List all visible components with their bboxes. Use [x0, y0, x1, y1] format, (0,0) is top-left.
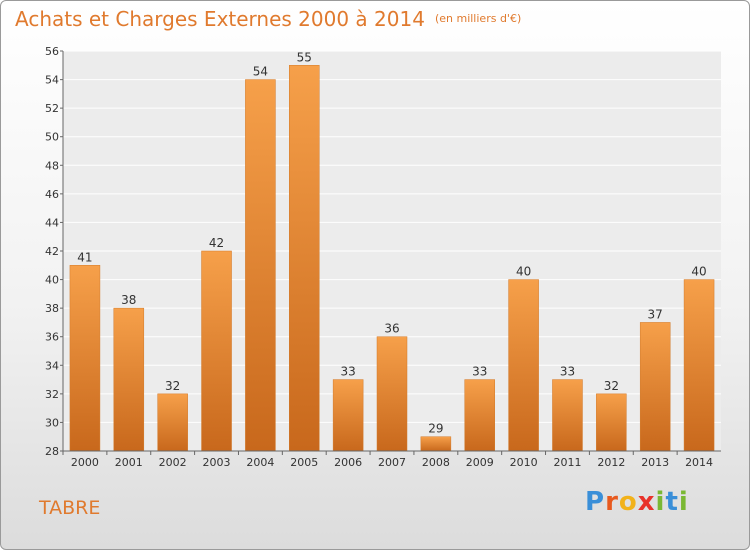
commune-name: TABRE [39, 497, 101, 519]
logo-letter: i [655, 487, 666, 517]
y-tick-label: 48 [45, 159, 59, 172]
y-tick-label: 36 [45, 331, 59, 344]
bar-2006 [332, 379, 364, 452]
value-label: 42 [209, 236, 224, 250]
bar-2003 [201, 250, 232, 452]
y-tick-label: 42 [45, 245, 59, 258]
x-tick-label: 2009 [466, 456, 494, 469]
y-tick-label: 50 [45, 131, 59, 144]
y-tick-label: 56 [45, 45, 59, 58]
logo-letter: x [637, 487, 656, 517]
value-label: 36 [384, 322, 399, 336]
axes: 28 30 32 34 36 38 40 42 44 46 48 50 52 54 56 2000 2001 20… [45, 45, 721, 469]
logo-letter: o [618, 487, 638, 517]
bar-2011 [552, 379, 583, 452]
bar-2014 [683, 279, 715, 452]
chart-title: Achats et Charges Externes 2000 à 2014 (e… [15, 7, 521, 31]
x-tick-label: 2006 [334, 456, 362, 469]
x-tick-label: 2005 [290, 456, 318, 469]
bar-2010 [508, 279, 539, 452]
x-tick-label: 2002 [159, 456, 187, 469]
y-tick-label: 52 [45, 102, 59, 115]
value-label: 33 [560, 365, 575, 379]
value-label: 40 [516, 265, 531, 279]
value-label: 32 [165, 379, 180, 393]
value-label: 33 [340, 365, 355, 379]
value-label: 54 [253, 65, 268, 79]
y-tick-label: 46 [45, 188, 59, 201]
value-label: 55 [297, 50, 312, 64]
x-tick-label: 2012 [597, 456, 625, 469]
bars [69, 65, 715, 452]
x-tick-label: 2010 [510, 456, 538, 469]
x-tick-label: 2007 [378, 456, 406, 469]
bar-2009 [464, 379, 495, 452]
y-tick-label: 40 [45, 274, 59, 287]
logo-letter: P [585, 487, 606, 517]
y-tick-label: 38 [45, 302, 59, 315]
bar-2002 [157, 393, 188, 452]
value-label: 33 [472, 365, 487, 379]
y-tick-label: 32 [45, 388, 59, 401]
value-label: 40 [691, 265, 706, 279]
x-tick-label: 2004 [246, 456, 274, 469]
bar-2008 [420, 436, 452, 452]
value-label: 38 [121, 293, 136, 307]
y-tick-label: 28 [45, 445, 59, 458]
value-label: 32 [604, 379, 619, 393]
bar-2000 [69, 265, 101, 452]
x-tick-label: 2008 [422, 456, 450, 469]
y-tick-label: 44 [45, 216, 59, 229]
bar-2007 [376, 336, 408, 452]
y-tick-label: 34 [45, 359, 59, 372]
x-tick-label: 2013 [641, 456, 669, 469]
value-label: 41 [77, 250, 92, 264]
title-unit: (en milliers d'€) [434, 12, 522, 25]
bar-2004 [245, 79, 276, 452]
logo-letter: r [605, 487, 619, 517]
bar-2013 [639, 322, 671, 452]
y-tick-label: 30 [45, 416, 59, 429]
x-tick-label: 2003 [203, 456, 231, 469]
value-labels: 41 38 32 42 54 55 33 36 29 33 40 33 32 37 40 [77, 50, 706, 435]
bar-2012 [596, 393, 627, 452]
x-tick-label: 2011 [553, 456, 581, 469]
bar-2005 [289, 65, 320, 452]
x-tick-label: 2001 [115, 456, 143, 469]
value-label: 29 [428, 422, 443, 436]
x-tick-label: 2000 [71, 456, 99, 469]
bar-2001 [113, 307, 145, 452]
value-label: 37 [648, 307, 663, 321]
logo-letter: t [665, 487, 679, 517]
y-tick-label: 54 [45, 74, 59, 87]
proxiti-logo: Proxiti [585, 487, 689, 517]
title-text: Achats et Charges Externes 2000 à 2014 [15, 7, 425, 31]
logo-letter: i [678, 487, 689, 517]
x-tick-label: 2014 [685, 456, 713, 469]
